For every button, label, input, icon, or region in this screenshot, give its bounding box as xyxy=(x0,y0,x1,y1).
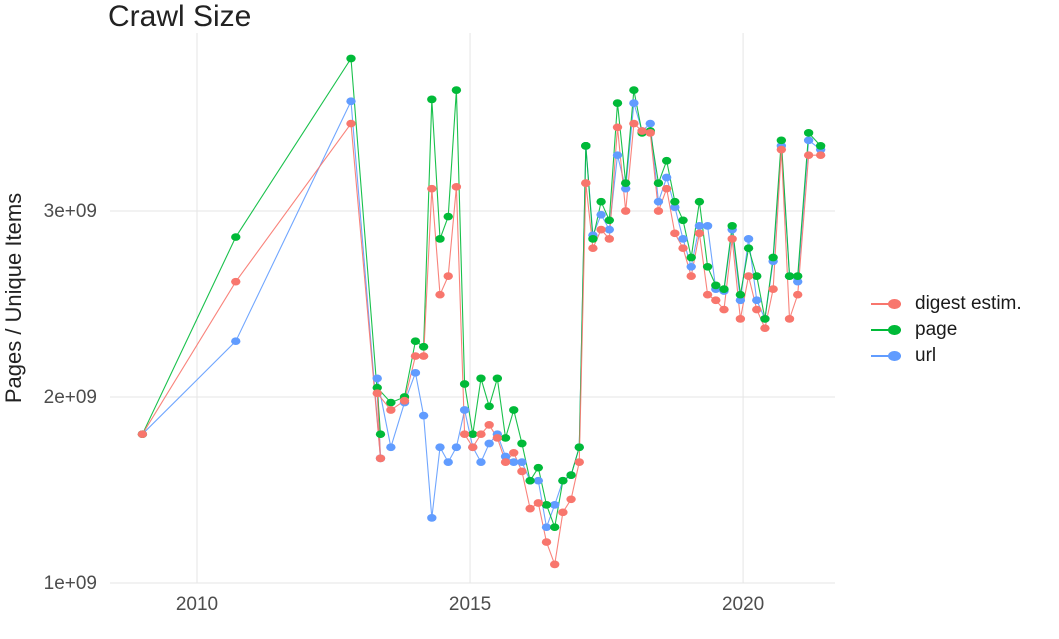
svg-text:2020: 2020 xyxy=(722,594,764,615)
svg-text:1e+09: 1e+09 xyxy=(44,573,97,594)
svg-text:2e+09: 2e+09 xyxy=(44,387,97,408)
svg-text:2015: 2015 xyxy=(449,594,491,615)
svg-text:2010: 2010 xyxy=(176,594,218,615)
svg-text:3e+09: 3e+09 xyxy=(44,201,97,222)
